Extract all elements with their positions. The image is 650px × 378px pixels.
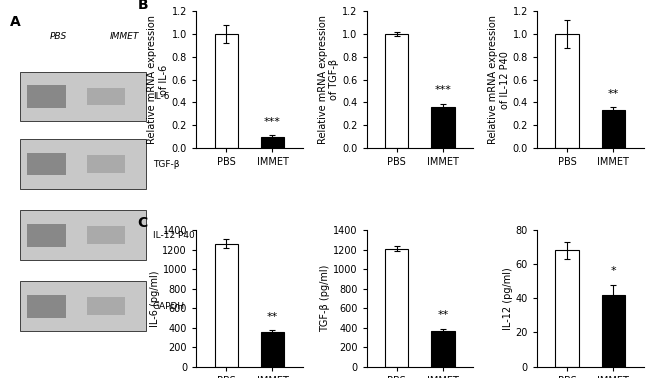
Bar bbox=[602, 295, 625, 367]
Text: GAPDH: GAPDH bbox=[153, 302, 185, 311]
Bar bbox=[261, 136, 284, 148]
Text: **: ** bbox=[437, 310, 448, 321]
Bar bbox=[86, 226, 125, 244]
Text: IL-6: IL-6 bbox=[153, 92, 169, 101]
Text: A: A bbox=[10, 15, 21, 29]
Bar bbox=[27, 224, 66, 246]
Text: ***: *** bbox=[434, 85, 451, 95]
Bar bbox=[432, 331, 454, 367]
Bar bbox=[556, 251, 578, 367]
Text: ***: *** bbox=[264, 117, 281, 127]
Bar bbox=[20, 72, 146, 121]
Text: PBS: PBS bbox=[50, 32, 68, 41]
Bar bbox=[86, 155, 125, 173]
Text: **: ** bbox=[267, 312, 278, 322]
Y-axis label: TGF-β (pg/ml): TGF-β (pg/ml) bbox=[320, 265, 330, 332]
Bar bbox=[261, 332, 284, 367]
Bar bbox=[27, 153, 66, 175]
Y-axis label: Relative mRNA expression
of IL-12 P40: Relative mRNA expression of IL-12 P40 bbox=[488, 15, 510, 144]
Bar bbox=[214, 244, 238, 367]
Text: TGF-β: TGF-β bbox=[153, 160, 179, 169]
Text: *: * bbox=[610, 266, 616, 276]
Y-axis label: IL-12 (pg/ml): IL-12 (pg/ml) bbox=[503, 267, 513, 330]
Y-axis label: IL-6 (pg/ml): IL-6 (pg/ml) bbox=[150, 270, 160, 327]
Bar bbox=[432, 107, 454, 148]
Text: IL-12 P40: IL-12 P40 bbox=[153, 231, 194, 240]
Bar bbox=[20, 281, 146, 331]
Bar bbox=[556, 34, 578, 148]
Bar bbox=[86, 297, 125, 315]
Bar bbox=[86, 88, 125, 105]
Y-axis label: Relative mRNA expression
of TGF-β: Relative mRNA expression of TGF-β bbox=[318, 15, 339, 144]
Y-axis label: Relative mRNA expression
of IL-6: Relative mRNA expression of IL-6 bbox=[148, 15, 169, 144]
Bar bbox=[27, 295, 66, 318]
Bar bbox=[214, 34, 238, 148]
Text: B: B bbox=[137, 0, 148, 12]
Bar bbox=[602, 110, 625, 148]
Bar bbox=[385, 34, 408, 148]
Text: C: C bbox=[137, 216, 148, 230]
Text: **: ** bbox=[608, 89, 619, 99]
Text: IMMET: IMMET bbox=[110, 32, 140, 41]
Bar bbox=[27, 85, 66, 108]
Bar bbox=[385, 249, 408, 367]
Bar bbox=[20, 139, 146, 189]
Bar bbox=[20, 210, 146, 260]
